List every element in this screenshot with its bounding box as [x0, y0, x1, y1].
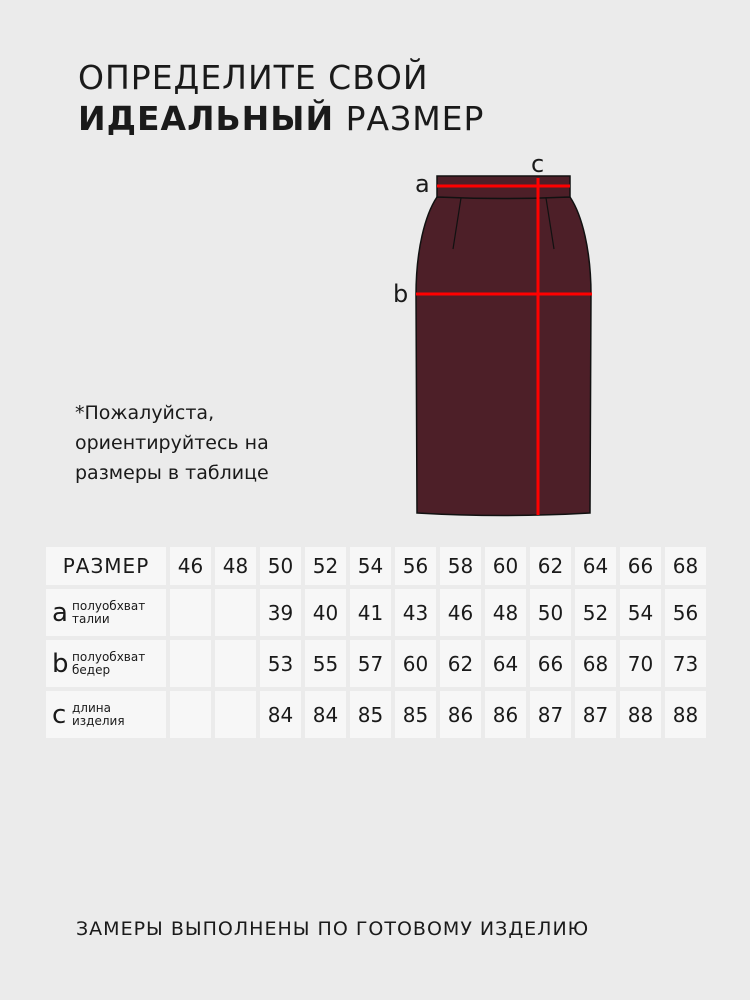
- row-desc-line2: изделия: [72, 713, 125, 728]
- table-cell: 68: [575, 640, 616, 687]
- table-cell: 50: [530, 589, 571, 636]
- size-header: 58: [440, 547, 481, 585]
- row-description: длина изделия: [72, 700, 125, 728]
- label-c: c: [531, 150, 544, 178]
- row-letter: c: [52, 699, 67, 730]
- header-label: РАЗМЕР: [46, 547, 166, 585]
- table-cell: 41: [350, 589, 391, 636]
- title-line-1: ОПРЕДЕЛИТЕ СВОЙ: [78, 58, 429, 97]
- size-header: 68: [665, 547, 706, 585]
- size-header: 64: [575, 547, 616, 585]
- size-header: 48: [215, 547, 256, 585]
- size-header: 50: [260, 547, 301, 585]
- table-cell: 53: [260, 640, 301, 687]
- size-table: РАЗМЕР 46 48 50 52 54 56 58 60 62 64 66 68 a полуобх…: [42, 543, 710, 742]
- table-cell: 48: [485, 589, 526, 636]
- table-cell: 85: [350, 691, 391, 738]
- table-cell: [170, 691, 211, 738]
- table-cell: 55: [305, 640, 346, 687]
- table-cell: 73: [665, 640, 706, 687]
- table-cell: 56: [665, 589, 706, 636]
- table-header-row: РАЗМЕР 46 48 50 52 54 56 58 60 62 64 66 68: [46, 547, 706, 585]
- table-cell: 57: [350, 640, 391, 687]
- title-bold: ИДЕАЛЬНЫЙ: [78, 99, 335, 138]
- table-cell: 88: [665, 691, 706, 738]
- row-label: b полуобхват бедер: [46, 640, 166, 687]
- size-note: *Пожалуйста, ориентируйтесь на размеры в…: [75, 402, 269, 484]
- table-cell: [170, 589, 211, 636]
- size-header: 56: [395, 547, 436, 585]
- row-label: c длина изделия: [46, 691, 166, 738]
- table-cell: 46: [440, 589, 481, 636]
- table-cell: 84: [305, 691, 346, 738]
- title-rest: РАЗМЕР: [334, 99, 485, 138]
- size-header: 52: [305, 547, 346, 585]
- table-cell: 88: [620, 691, 661, 738]
- row-label: a полуобхват талии: [46, 589, 166, 636]
- row-desc-line2: талии: [72, 611, 110, 626]
- label-b: b: [393, 280, 408, 308]
- table-cell: 39: [260, 589, 301, 636]
- row-desc-line1: полуобхват: [72, 598, 146, 613]
- table-row: b полуобхват бедер 53 55 57 60 62 64 66 68 70 73: [46, 640, 706, 687]
- title-line-2: ИДЕАЛЬНЫЙ РАЗМЕР: [78, 99, 484, 139]
- table-cell: 86: [440, 691, 481, 738]
- table-cell: 87: [575, 691, 616, 738]
- row-desc-line2: бедер: [72, 662, 111, 677]
- row-desc-line1: полуобхват: [72, 649, 146, 664]
- table-cell: 52: [575, 589, 616, 636]
- size-header: 66: [620, 547, 661, 585]
- size-header: 46: [170, 547, 211, 585]
- table-cell: 40: [305, 589, 346, 636]
- table-cell: 43: [395, 589, 436, 636]
- table-cell: [215, 691, 256, 738]
- table-row: c длина изделия 84 84 85 85 86 86 87 87 88 88: [46, 691, 706, 738]
- table-cell: 87: [530, 691, 571, 738]
- row-letter: b: [52, 648, 69, 679]
- table-cell: 84: [260, 691, 301, 738]
- row-description: полуобхват бедер: [72, 649, 146, 677]
- table-cell: 70: [620, 640, 661, 687]
- table-cell: [170, 640, 211, 687]
- table-row: a полуобхват талии 39 40 41 43 46 48 50 52 54 56: [46, 589, 706, 636]
- table-cell: 54: [620, 589, 661, 636]
- table-cell: [215, 640, 256, 687]
- table-cell: 62: [440, 640, 481, 687]
- label-a: a: [415, 170, 430, 198]
- dart-right: [545, 197, 555, 250]
- size-header: 60: [485, 547, 526, 585]
- table-cell: 60: [395, 640, 436, 687]
- table-cell: 86: [485, 691, 526, 738]
- row-letter: a: [52, 597, 68, 628]
- row-description: полуобхват талии: [72, 598, 146, 626]
- skirt-body: [415, 196, 592, 517]
- table-cell: 64: [485, 640, 526, 687]
- dart-left: [452, 197, 462, 250]
- table-cell: [215, 589, 256, 636]
- table-cell: 85: [395, 691, 436, 738]
- footer-note: ЗАМЕРЫ ВЫПОЛНЕНЫ ПО ГОТОВОМУ ИЗДЕЛИЮ: [76, 918, 590, 940]
- skirt-diagram: a b c: [393, 150, 592, 517]
- size-header: 62: [530, 547, 571, 585]
- row-desc-line1: длина: [72, 700, 111, 715]
- table-cell: 66: [530, 640, 571, 687]
- size-header: 54: [350, 547, 391, 585]
